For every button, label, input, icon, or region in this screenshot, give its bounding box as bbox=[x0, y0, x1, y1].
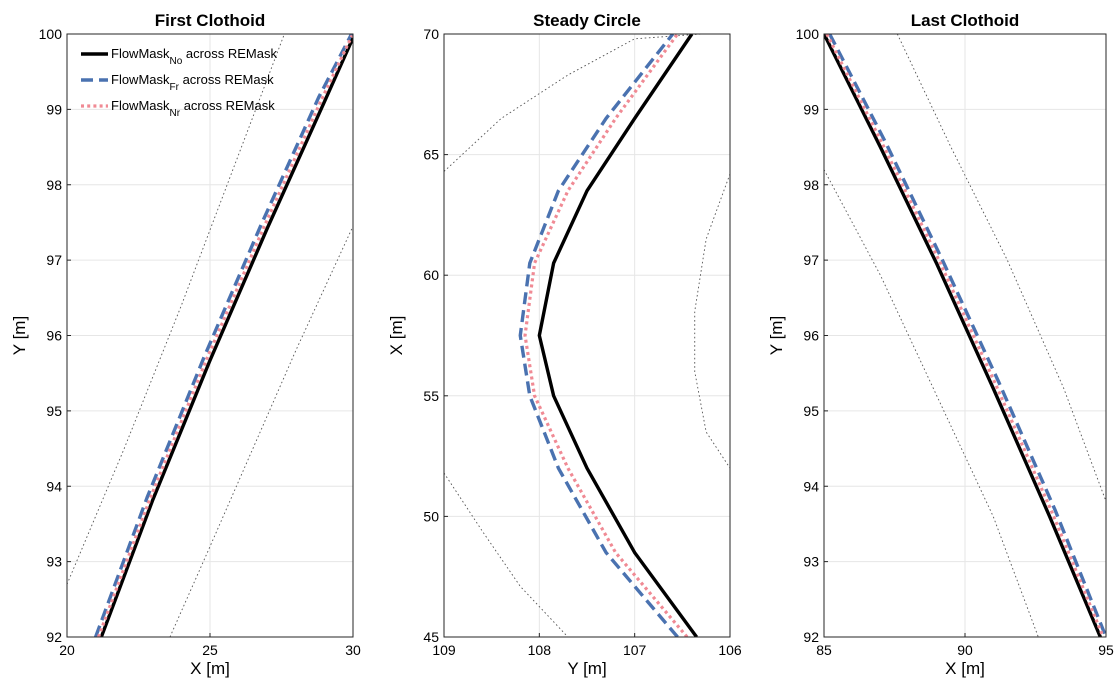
y-tick-label: 50 bbox=[423, 508, 439, 524]
chart-title-first-clothoid: First Clothoid bbox=[155, 11, 265, 30]
y-axis-label: X [m] bbox=[387, 316, 406, 356]
series-line-flowmask-fr bbox=[828, 34, 1106, 637]
x-tick-label: 109 bbox=[432, 642, 456, 658]
y-tick-label: 95 bbox=[803, 403, 819, 419]
series-line-flowmask-nr bbox=[825, 34, 1105, 637]
series-line-boundary bbox=[694, 173, 730, 469]
y-tick-label: 70 bbox=[423, 26, 439, 42]
series-line-boundary bbox=[824, 169, 1039, 637]
legend-label-flowmask-nr: FlowMaskNr across REMask bbox=[111, 98, 275, 119]
series-line-flowmask-no bbox=[537, 34, 699, 637]
y-tick-label: 98 bbox=[803, 177, 819, 193]
series-line-boundary bbox=[169, 226, 353, 637]
y-tick-label: 99 bbox=[46, 101, 62, 117]
y-axis-label: Y [m] bbox=[767, 316, 786, 355]
panel-first-clothoid: 20 25 30 92 93 94 95 96 97 98 99 100 First Clothoid X… bbox=[10, 11, 361, 678]
x-tick-label: 95 bbox=[1098, 642, 1114, 658]
y-tick-label: 97 bbox=[803, 252, 819, 268]
y-axis-label: Y [m] bbox=[10, 316, 29, 355]
chart-title-steady-circle: Steady Circle bbox=[533, 11, 641, 30]
x-axis-label: X [m] bbox=[945, 659, 985, 678]
x-tick-label: 108 bbox=[528, 642, 552, 658]
y-tick-label: 100 bbox=[39, 26, 63, 42]
chart-title-last-clothoid: Last Clothoid bbox=[911, 11, 1020, 30]
y-tick-label: 95 bbox=[46, 403, 62, 419]
y-tick-label: 96 bbox=[803, 328, 819, 344]
y-tick-label: 92 bbox=[46, 629, 62, 645]
series-line-boundary bbox=[67, 34, 285, 585]
x-tick-label: 20 bbox=[59, 642, 75, 658]
x-tick-label: 106 bbox=[718, 642, 742, 658]
legend-label-flowmask-no: FlowMaskNo across REMask bbox=[111, 46, 277, 67]
series-line-flowmask-nr bbox=[523, 34, 689, 637]
series-line-flowmask-no bbox=[99, 37, 353, 637]
series-line-flowmask-fr bbox=[94, 34, 353, 637]
y-tick-label: 94 bbox=[46, 478, 62, 494]
legend: FlowMaskNo across REMask FlowMaskFr acros… bbox=[81, 46, 277, 119]
y-tick-label: 55 bbox=[423, 388, 439, 404]
series-line-boundary bbox=[444, 472, 569, 637]
plot-area bbox=[444, 34, 730, 637]
y-tick-label: 96 bbox=[46, 328, 62, 344]
series-line-flowmask-fr bbox=[518, 34, 679, 637]
y-tick-label: 92 bbox=[803, 629, 819, 645]
legend-label-flowmask-fr: FlowMaskFr across REMask bbox=[111, 72, 274, 93]
x-tick-label: 25 bbox=[202, 642, 218, 658]
y-tick-label: 97 bbox=[46, 252, 62, 268]
y-tick-label: 93 bbox=[803, 554, 819, 570]
y-tick-label: 98 bbox=[46, 177, 62, 193]
y-tick-label: 99 bbox=[803, 101, 819, 117]
y-tick-label: 60 bbox=[423, 267, 439, 283]
x-tick-label: 30 bbox=[345, 642, 361, 658]
axes-frame bbox=[443, 33, 731, 638]
y-tick-label: 94 bbox=[803, 478, 819, 494]
x-axis-label: X [m] bbox=[190, 659, 230, 678]
panel-steady-circle: 109 108 107 106 45 50 55 60 65 70 Steady Circle Y [… bbox=[387, 11, 742, 678]
y-tick-label: 65 bbox=[423, 147, 439, 163]
x-axis-label: Y [m] bbox=[567, 659, 606, 678]
y-tick-label: 93 bbox=[46, 554, 62, 570]
x-tick-label: 85 bbox=[816, 642, 832, 658]
panel-last-clothoid: 85 90 95 92 93 94 95 96 97 98 99 100 Last Clothoid X … bbox=[767, 11, 1114, 678]
y-tick-label: 45 bbox=[423, 629, 439, 645]
x-tick-label: 90 bbox=[957, 642, 973, 658]
x-tick-label: 107 bbox=[623, 642, 647, 658]
series-line-flowmask-no bbox=[824, 34, 1102, 637]
y-tick-label: 100 bbox=[796, 26, 820, 42]
